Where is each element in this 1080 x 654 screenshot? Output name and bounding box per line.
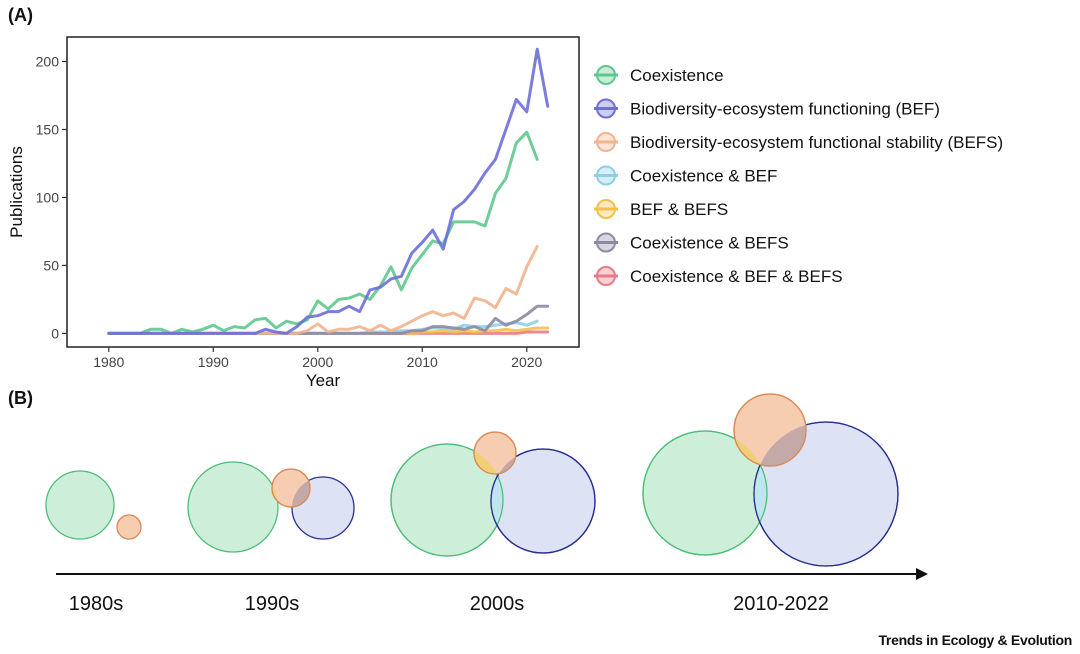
- venn-1980s: [45, 470, 142, 540]
- legend-swatch-marker: [596, 98, 616, 119]
- befs-outline-2010-2022: [733, 393, 807, 467]
- legend-entry-label: Coexistence: [630, 66, 724, 85]
- venn-2010-2022: [642, 393, 899, 567]
- legend-swatch-marker: [596, 266, 616, 286]
- panel-b-label: (B): [8, 388, 33, 408]
- x-tick-label: 2000: [302, 354, 333, 370]
- x-tick-label: 2020: [511, 354, 542, 370]
- venn-1990s: [187, 461, 355, 553]
- befs-circle-1980s: [116, 514, 142, 540]
- x-tick-label: 1980: [93, 354, 124, 370]
- legend-entry-label: BEF & BEFS: [630, 200, 728, 219]
- x-tick-label: 2010: [407, 354, 438, 370]
- decade-label: 1990s: [245, 593, 300, 615]
- coexistence-outline-2000s: [390, 443, 504, 557]
- bef-outline-2010-2022: [753, 421, 899, 567]
- line-chart: 1980 1990 2000 2010 2020 0 50 100 150 200 Year Pu…: [7, 36, 580, 390]
- legend-swatch-marker: [596, 199, 616, 219]
- coexistence-circle-1990s: [187, 461, 279, 553]
- x-axis-label: Year: [306, 371, 341, 390]
- legend-entry-label: Coexistence & BEF: [630, 167, 777, 186]
- plot-frame: [66, 36, 580, 348]
- series-lines: [107, 47, 550, 335]
- venn-2000s: [390, 431, 596, 557]
- bef-outline-2000s: [490, 448, 596, 554]
- y-tick-label: 150: [36, 121, 60, 137]
- y-tick-label: 50: [43, 257, 59, 273]
- axes: 1980 1990 2000 2010 2020 0 50 100 150 200: [36, 53, 543, 370]
- legend-swatch-marker: [596, 165, 616, 186]
- coexistence-circle-1980s: [45, 470, 115, 540]
- legend-swatch-marker: [596, 65, 616, 85]
- legend: Coexistence Biodiversity-ecosystem functi…: [594, 65, 1003, 286]
- legend-swatch-marker: [596, 132, 616, 152]
- legend-entry-label: Coexistence & BEFS: [630, 234, 789, 253]
- legend-entry-label: Biodiversity-ecosystem functioning (BEF): [630, 100, 940, 119]
- befs-outline-2000s: [473, 431, 517, 475]
- legend-entry-label: Biodiversity-ecosystem functional stabil…: [630, 133, 1003, 152]
- befs-outline-1990s: [271, 468, 311, 508]
- legend-swatch-marker: [596, 232, 616, 253]
- y-tick-label: 100: [36, 189, 60, 205]
- timeline-arrow-head: [916, 568, 928, 580]
- y-axis-label: Publications: [7, 146, 26, 238]
- series-line: [107, 47, 550, 335]
- decade-label: 2000s: [470, 593, 525, 615]
- y-tick-label: 0: [51, 325, 59, 341]
- series-line: [107, 130, 539, 335]
- journal-credit: Trends in Ecology & Evolution: [878, 632, 1072, 648]
- decade-label: 1980s: [69, 593, 124, 615]
- coexistence-outline-2010-2022: [642, 430, 768, 556]
- legend-entry-label: Coexistence & BEF & BEFS: [630, 267, 843, 286]
- panel-a-label: (A): [8, 5, 33, 25]
- y-tick-label: 200: [36, 53, 60, 69]
- decade-label: 2010-2022: [733, 593, 829, 615]
- x-tick-label: 1990: [198, 354, 229, 370]
- venn-timeline: 1980s 1990s 2000s 2010-2022: [45, 393, 928, 615]
